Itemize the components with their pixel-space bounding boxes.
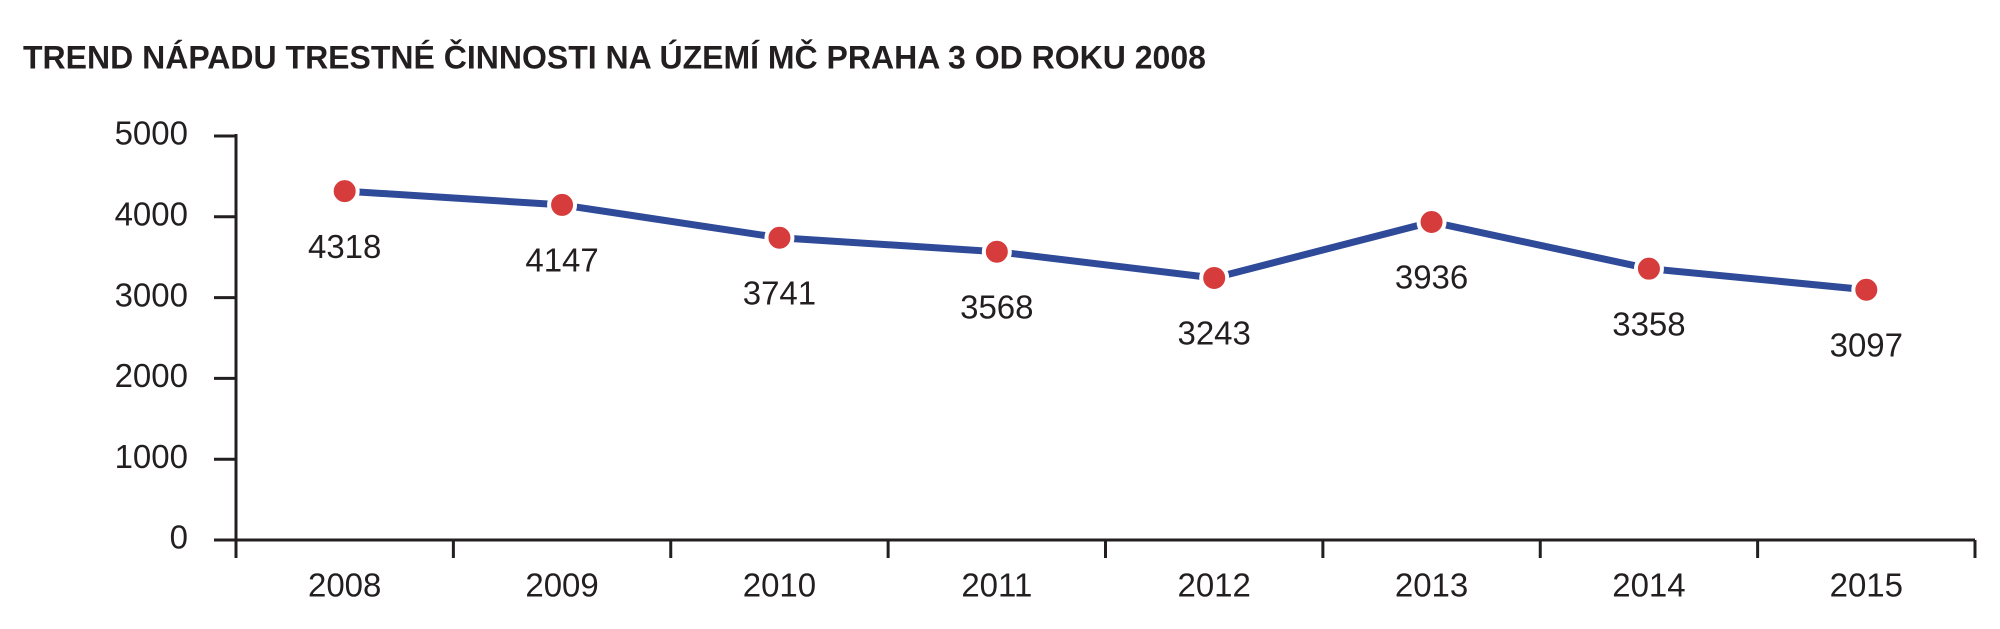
marker	[981, 236, 1012, 267]
y-tick-label: 0	[170, 519, 188, 556]
y-tick-label: 5000	[115, 115, 188, 152]
x-tick-label: 2008	[308, 567, 381, 604]
marker	[1851, 274, 1882, 305]
x-tick-label: 2014	[1612, 567, 1685, 604]
marker	[547, 189, 578, 220]
x-tick-label: 2012	[1177, 567, 1250, 604]
data-label: 3741	[743, 274, 816, 311]
data-label: 3243	[1177, 315, 1250, 352]
x-tick-label: 2013	[1395, 567, 1468, 604]
y-tick-label: 4000	[115, 196, 188, 233]
data-label: 3358	[1612, 305, 1685, 342]
marker	[329, 176, 360, 207]
chart-title: TREND NÁPADU TRESTNÉ ČINNOSTI NA ÚZEMÍ M…	[23, 39, 1206, 75]
line	[344, 187, 1867, 294]
data-label: 4318	[308, 228, 381, 265]
y-tick-label: 1000	[115, 438, 188, 475]
x-tick-label: 2015	[1830, 567, 1903, 604]
data-label: 3568	[960, 288, 1033, 325]
y-tick-label: 3000	[115, 276, 188, 313]
data-label: 3097	[1830, 326, 1903, 363]
x-tick-label: 2010	[743, 567, 816, 604]
x-tick-label: 2011	[961, 567, 1032, 604]
data-label: 3936	[1395, 259, 1468, 296]
marker	[1199, 262, 1230, 293]
marker	[1633, 253, 1664, 284]
y-tick-label: 2000	[115, 357, 188, 394]
x-tick-label: 2009	[525, 567, 598, 604]
marker	[1416, 206, 1447, 237]
marker	[764, 222, 795, 253]
data-label: 4147	[525, 242, 598, 279]
